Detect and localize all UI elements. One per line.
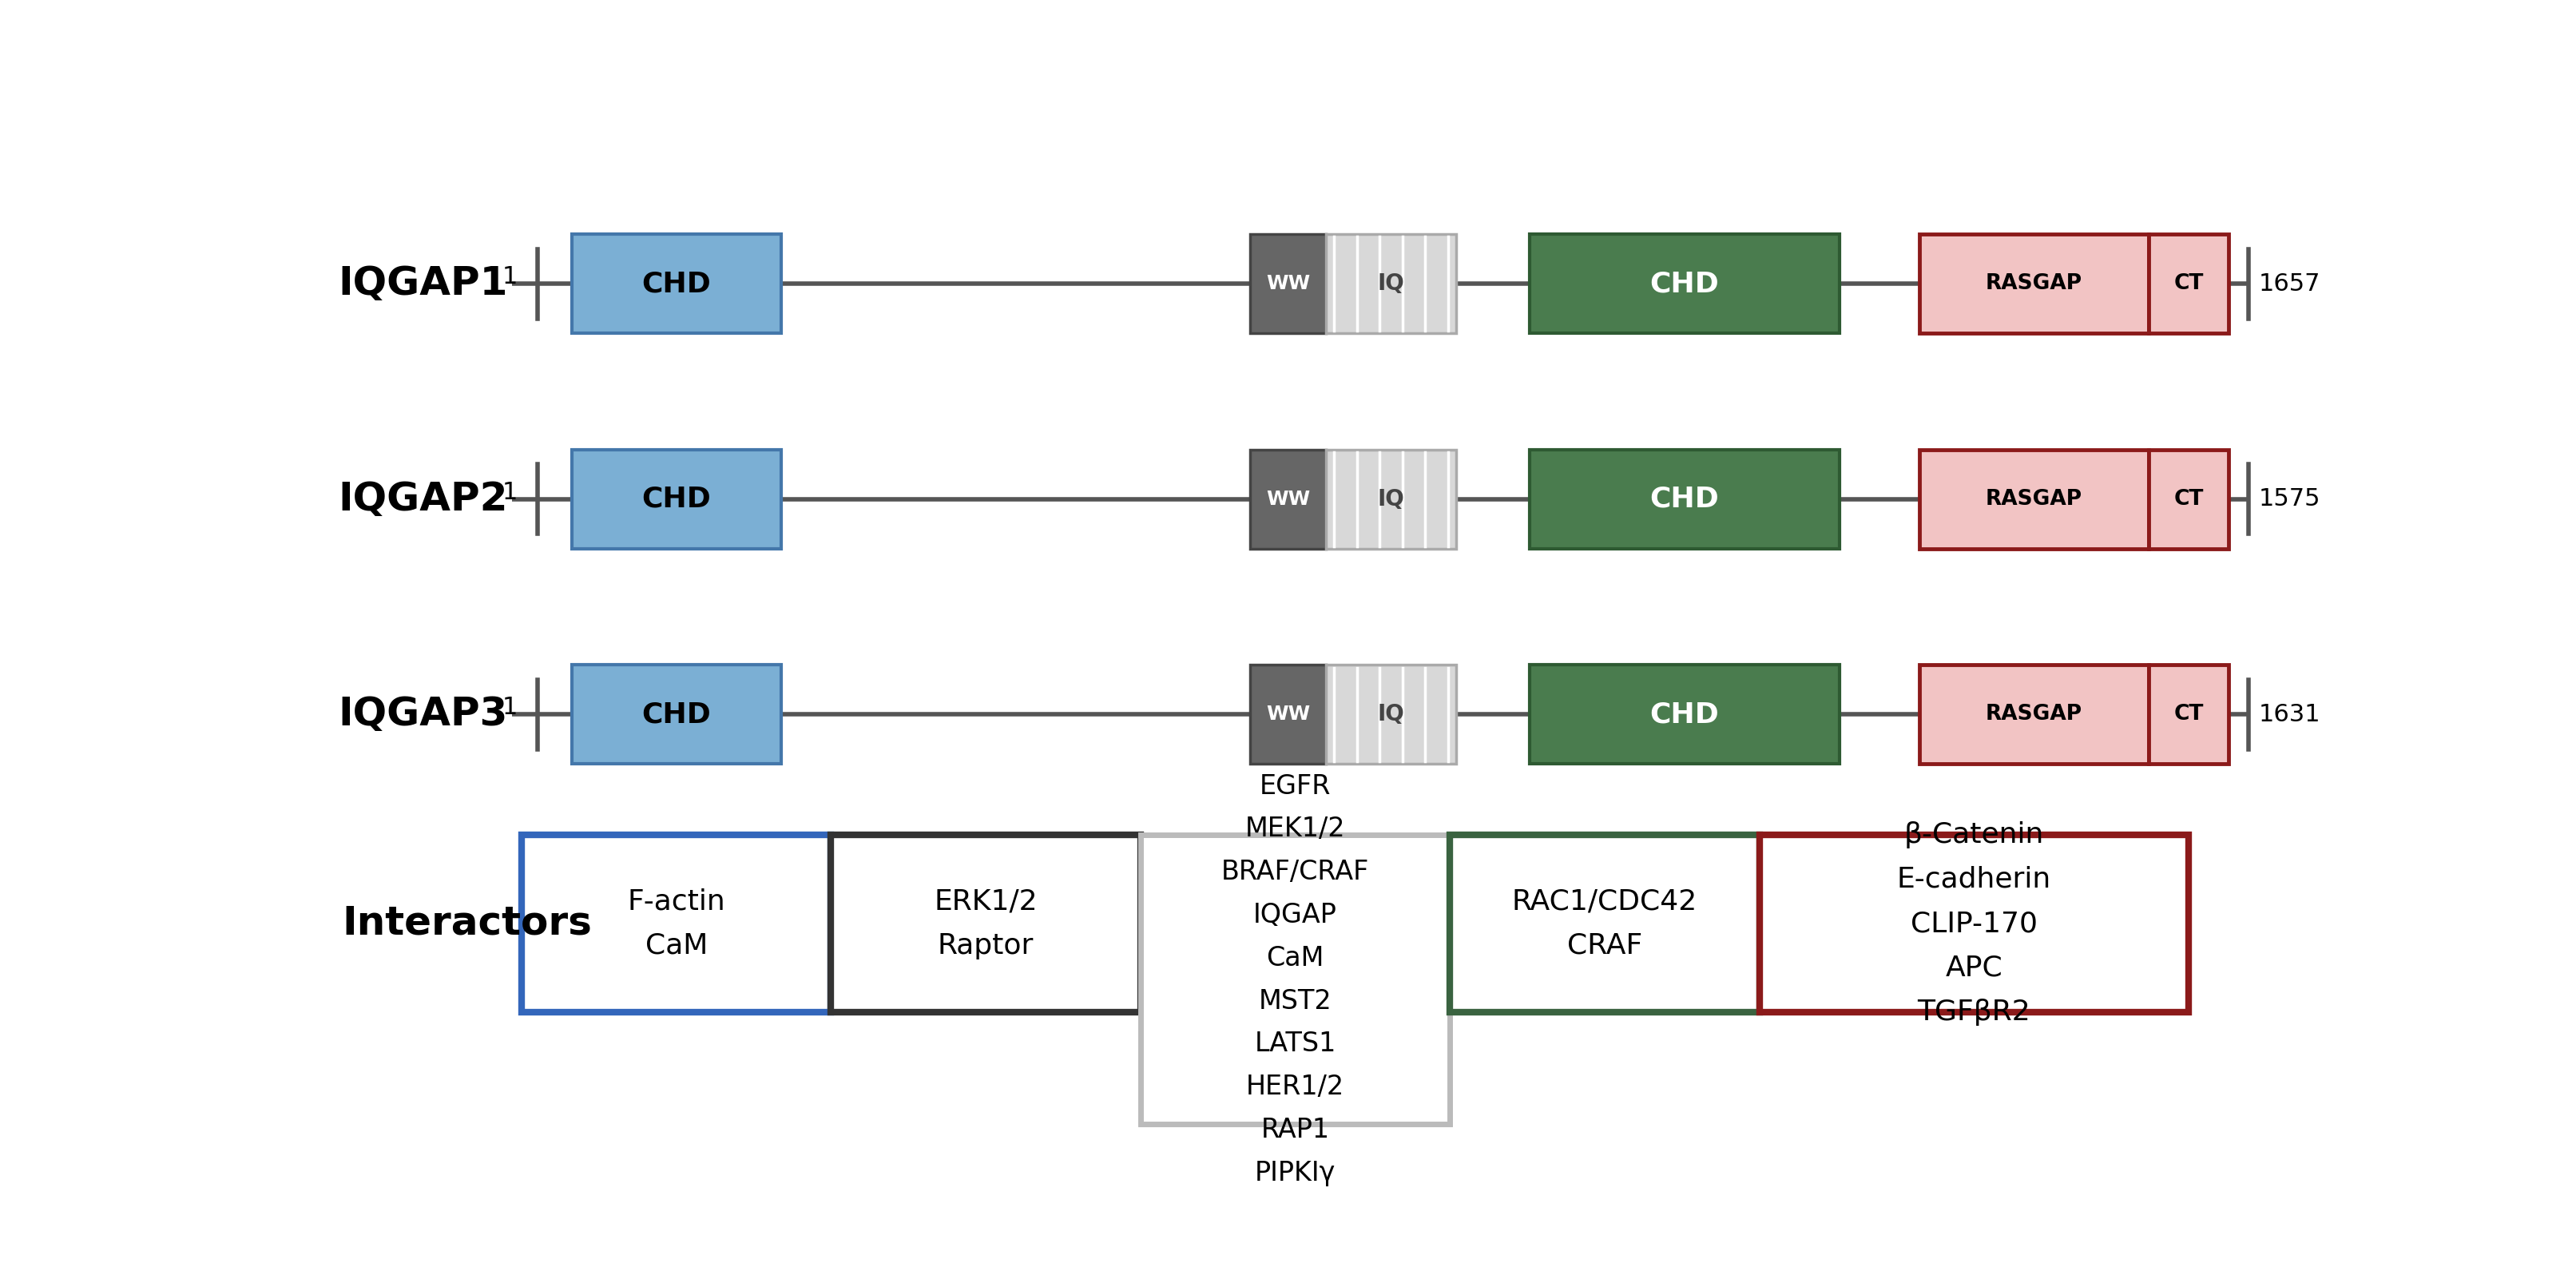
Text: RASGAP: RASGAP	[1986, 273, 2081, 295]
Bar	[1530, 234, 1839, 333]
Text: IQGAP3: IQGAP3	[337, 695, 507, 734]
Text: CHD: CHD	[1649, 485, 1718, 512]
Bar	[2148, 665, 2228, 764]
Text: CT: CT	[2174, 273, 2202, 295]
Bar	[1530, 665, 1839, 764]
Text: IQGAP1: IQGAP1	[337, 265, 507, 302]
Bar	[1530, 449, 1839, 548]
Text: WW: WW	[1267, 489, 1311, 508]
Text: EGFR
MEK1/2
BRAF/CRAF
IQGAP
CaM
MST2
LATS1
HER1/2
RAP1
PIPKIγ: EGFR MEK1/2 BRAF/CRAF IQGAP CaM MST2 LAT…	[1221, 773, 1370, 1187]
Text: CHD: CHD	[641, 485, 711, 512]
Text: CT: CT	[2174, 704, 2202, 725]
Bar	[1919, 449, 2148, 548]
Text: 1: 1	[502, 265, 518, 288]
Bar	[832, 835, 1141, 1012]
Bar	[2148, 449, 2228, 548]
Bar	[572, 665, 781, 764]
Text: WW: WW	[1267, 274, 1311, 293]
Bar	[2148, 234, 2228, 333]
Text: 1575: 1575	[2259, 488, 2321, 511]
Text: RASGAP: RASGAP	[1986, 489, 2081, 510]
Bar	[1450, 835, 1759, 1012]
Text: CHD: CHD	[1649, 701, 1718, 728]
Bar	[520, 835, 832, 1012]
Text: β-Catenin
E-cadherin
CLIP-170
APC
TGFβR2: β-Catenin E-cadherin CLIP-170 APC TGFβR2	[1896, 821, 2050, 1026]
Text: IQGAP2: IQGAP2	[337, 480, 507, 519]
Text: CT: CT	[2174, 489, 2202, 510]
Text: 1657: 1657	[2259, 272, 2321, 295]
Bar	[1759, 835, 2190, 1012]
Text: 1631: 1631	[2259, 703, 2321, 726]
Text: IQ: IQ	[1378, 273, 1404, 295]
Bar	[1141, 835, 1450, 1124]
Text: 1: 1	[502, 480, 518, 503]
Bar	[1249, 234, 1327, 333]
Bar	[1327, 234, 1455, 333]
Text: ERK1/2
Raptor: ERK1/2 Raptor	[935, 888, 1038, 959]
Text: Interactors: Interactors	[343, 903, 592, 942]
Text: CHD: CHD	[641, 701, 711, 728]
Bar	[572, 234, 781, 333]
Bar	[572, 449, 781, 548]
Text: RAC1/CDC42
CRAF: RAC1/CDC42 CRAF	[1512, 888, 1698, 959]
Text: CHD: CHD	[641, 270, 711, 297]
Bar	[1327, 449, 1455, 548]
Bar	[1919, 234, 2148, 333]
Text: RASGAP: RASGAP	[1986, 704, 2081, 725]
Text: IQ: IQ	[1378, 488, 1404, 511]
Text: F-actin
CaM: F-actin CaM	[629, 888, 726, 959]
Bar	[1327, 665, 1455, 764]
Text: CHD: CHD	[1649, 270, 1718, 297]
Bar	[1249, 449, 1327, 548]
Text: WW: WW	[1267, 705, 1311, 725]
Text: IQ: IQ	[1378, 704, 1404, 726]
Text: 1: 1	[502, 696, 518, 719]
Bar	[1919, 665, 2148, 764]
Bar	[1249, 665, 1327, 764]
